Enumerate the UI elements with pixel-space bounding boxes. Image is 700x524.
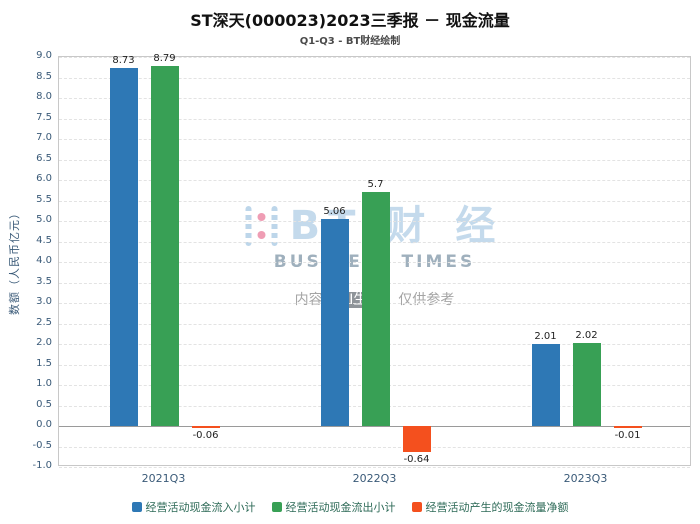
legend-marker — [131, 502, 142, 512]
gridline — [59, 98, 690, 99]
bar-经营活动产生的现金流量净额-2023Q3[interactable] — [613, 426, 642, 428]
legend-label: 经营活动产生的现金流量净额 — [425, 501, 569, 514]
value-label: 8.79 — [153, 52, 176, 64]
chart-title: ST深天(000023)2023三季报 － 现金流量 — [190, 11, 510, 30]
legend-marker — [411, 502, 422, 512]
y-tick-label: 6.0 — [36, 173, 52, 184]
y-tick-label: 5.0 — [36, 214, 52, 225]
x-tick-label: 2021Q3 — [141, 472, 186, 485]
bar-经营活动现金流出小计-2021Q3[interactable] — [150, 65, 179, 426]
value-label: 8.73 — [112, 55, 135, 67]
y-tick-label: 7.0 — [36, 132, 52, 143]
gridline — [59, 139, 690, 140]
y-tick-label: 1.0 — [36, 378, 52, 389]
legend-label: 经营活动现金流出小计 — [285, 501, 396, 514]
y-tick-label: 0.0 — [36, 419, 52, 430]
chart-subtitle: Q1-Q3 - BT财经绘制 — [299, 36, 401, 47]
value-label: 5.06 — [323, 205, 346, 217]
y-tick-label: 5.5 — [36, 193, 52, 205]
y-tick-label: -1.0 — [32, 460, 52, 471]
value-label: 2.02 — [575, 330, 598, 342]
y-tick-label: 3.5 — [36, 275, 52, 287]
bar-经营活动产生的现金流量净额-2022Q3[interactable] — [402, 426, 431, 453]
y-tick-label: -0.5 — [32, 439, 52, 451]
bar-经营活动现金流出小计-2022Q3[interactable] — [361, 192, 390, 426]
bar-经营活动现金流入小计-2021Q3[interactable] — [109, 68, 138, 426]
y-tick-label: 8.0 — [36, 91, 52, 102]
y-tick-label: 7.5 — [36, 111, 52, 123]
zero-axis-line — [59, 426, 690, 427]
gridline — [59, 159, 690, 161]
gridline — [59, 118, 690, 120]
bar-经营活动现金流入小计-2023Q3[interactable] — [531, 343, 560, 426]
bar-经营活动产生的现金流量净额-2021Q3[interactable] — [191, 426, 220, 429]
y-tick-label: 2.5 — [36, 316, 52, 328]
y-tick-label: 4.5 — [36, 234, 52, 246]
y-tick-label: 2.0 — [36, 337, 52, 348]
y-tick-label: 0.5 — [36, 398, 52, 410]
value-label: -0.64 — [403, 454, 430, 466]
bar-经营活动现金流入小计-2022Q3[interactable] — [320, 218, 349, 426]
y-tick-label: 3.0 — [36, 296, 52, 307]
y-tick-label: 1.5 — [36, 357, 52, 369]
value-label: -0.01 — [614, 429, 641, 441]
y-tick-label: 9.0 — [36, 50, 52, 61]
value-label: -0.06 — [192, 430, 219, 442]
gridline — [59, 77, 690, 79]
legend-marker — [271, 502, 282, 512]
legend-label: 经营活动现金流入小计 — [145, 501, 256, 514]
gridline — [59, 57, 690, 58]
gridline — [59, 180, 690, 181]
value-label: 5.7 — [367, 179, 384, 191]
y-tick-label: 4.0 — [36, 255, 52, 266]
x-tick-label: 2022Q3 — [352, 472, 397, 485]
gridline — [59, 467, 690, 468]
gridline — [59, 446, 690, 448]
y-tick-label: 6.5 — [36, 152, 52, 164]
value-label: 2.01 — [534, 330, 557, 342]
legend-item[interactable]: 经营活动现金流入小计 — [131, 499, 256, 515]
legend-item[interactable]: 经营活动现金流出小计 — [271, 499, 396, 515]
bar-经营活动现金流出小计-2023Q3[interactable] — [572, 343, 601, 426]
y-tick-label: 8.5 — [36, 70, 52, 82]
chart-legend: 经营活动现金流入小计 经营活动现金流出小计 经营活动产生的现金流量净额 — [0, 499, 700, 515]
legend-item[interactable]: 经营活动产生的现金流量净额 — [411, 499, 569, 515]
x-tick-label: 2023Q3 — [563, 472, 608, 485]
